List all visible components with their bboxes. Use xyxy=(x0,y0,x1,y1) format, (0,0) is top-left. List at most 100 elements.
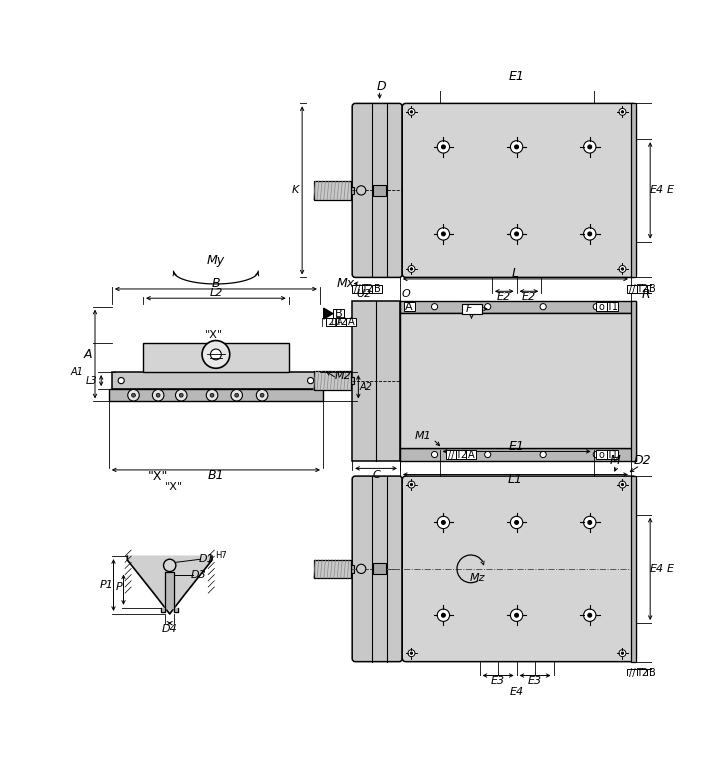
Bar xyxy=(313,371,350,390)
Text: E: E xyxy=(667,564,674,574)
Circle shape xyxy=(410,268,413,270)
Text: A: A xyxy=(84,348,92,361)
Circle shape xyxy=(180,393,183,397)
Bar xyxy=(326,318,336,326)
Text: C: C xyxy=(372,470,380,480)
Bar xyxy=(446,450,456,458)
Circle shape xyxy=(437,516,449,528)
Bar xyxy=(112,372,320,389)
Text: T2: T2 xyxy=(335,317,347,327)
Circle shape xyxy=(408,109,415,115)
Circle shape xyxy=(515,145,518,149)
Text: D: D xyxy=(377,80,386,93)
Text: B: B xyxy=(334,309,342,319)
Circle shape xyxy=(588,145,592,149)
FancyBboxPatch shape xyxy=(352,476,402,662)
Bar xyxy=(350,565,354,573)
Circle shape xyxy=(510,140,523,153)
Text: R: R xyxy=(641,288,650,301)
Circle shape xyxy=(128,389,140,401)
Bar xyxy=(350,187,354,194)
Text: U2: U2 xyxy=(356,289,371,299)
Text: B: B xyxy=(648,284,656,294)
Bar xyxy=(607,450,618,458)
Circle shape xyxy=(164,559,176,572)
Bar xyxy=(596,302,607,311)
Circle shape xyxy=(432,304,438,310)
Bar xyxy=(627,669,637,677)
Text: o: o xyxy=(599,301,605,312)
Text: M2: M2 xyxy=(334,371,351,381)
Text: "X": "X" xyxy=(148,471,169,483)
Text: P: P xyxy=(116,582,123,592)
Bar xyxy=(373,185,386,196)
Circle shape xyxy=(593,304,599,310)
Bar xyxy=(313,559,350,578)
Text: E4: E4 xyxy=(510,687,523,697)
Circle shape xyxy=(540,304,546,310)
Circle shape xyxy=(118,377,124,384)
Bar xyxy=(627,285,637,293)
Text: T1: T1 xyxy=(606,301,619,312)
Circle shape xyxy=(584,516,596,528)
Bar xyxy=(647,285,657,293)
Circle shape xyxy=(308,377,313,384)
Text: P1: P1 xyxy=(100,580,113,590)
Bar xyxy=(336,318,346,326)
Circle shape xyxy=(584,609,596,622)
Text: M1: M1 xyxy=(414,431,431,441)
Circle shape xyxy=(515,232,518,236)
Bar xyxy=(631,301,636,461)
Text: Mx: Mx xyxy=(337,277,355,290)
Bar xyxy=(346,318,356,326)
Text: A1: A1 xyxy=(71,367,84,377)
Circle shape xyxy=(231,389,243,401)
Circle shape xyxy=(432,452,438,458)
Bar xyxy=(326,318,337,326)
Circle shape xyxy=(485,304,491,310)
Circle shape xyxy=(235,393,238,397)
Circle shape xyxy=(588,613,592,617)
Bar xyxy=(631,103,636,278)
Circle shape xyxy=(622,268,624,270)
Text: E2: E2 xyxy=(497,291,511,301)
Circle shape xyxy=(619,266,626,272)
Text: //: // xyxy=(448,449,454,459)
Text: T2: T2 xyxy=(455,449,467,459)
Text: //: // xyxy=(629,284,635,294)
Text: B1: B1 xyxy=(208,469,224,482)
Circle shape xyxy=(257,389,268,401)
Bar xyxy=(403,302,414,311)
Circle shape xyxy=(410,483,413,486)
Bar xyxy=(400,301,636,313)
FancyBboxPatch shape xyxy=(352,103,402,278)
Text: E4: E4 xyxy=(650,185,664,195)
Bar xyxy=(350,376,354,385)
Text: F: F xyxy=(466,304,473,314)
Text: T2: T2 xyxy=(361,284,373,294)
Text: A: A xyxy=(406,301,413,312)
Text: L2: L2 xyxy=(209,288,222,298)
Circle shape xyxy=(202,341,230,368)
Circle shape xyxy=(175,389,187,401)
Text: D2: D2 xyxy=(634,454,651,468)
Circle shape xyxy=(437,228,449,240)
Bar xyxy=(647,669,657,677)
Text: L3: L3 xyxy=(86,376,97,386)
Circle shape xyxy=(410,111,413,113)
Circle shape xyxy=(515,613,518,617)
Circle shape xyxy=(156,393,160,397)
Circle shape xyxy=(356,186,366,195)
Text: E: E xyxy=(667,185,674,195)
Text: E3: E3 xyxy=(491,676,505,686)
Circle shape xyxy=(622,652,624,654)
Circle shape xyxy=(410,652,413,654)
Text: T2: T2 xyxy=(636,668,648,679)
Circle shape xyxy=(210,393,214,397)
Circle shape xyxy=(206,389,218,401)
Text: B: B xyxy=(374,284,380,294)
Bar xyxy=(400,313,636,449)
FancyBboxPatch shape xyxy=(402,476,636,662)
Text: A: A xyxy=(348,317,354,327)
Circle shape xyxy=(437,609,449,622)
